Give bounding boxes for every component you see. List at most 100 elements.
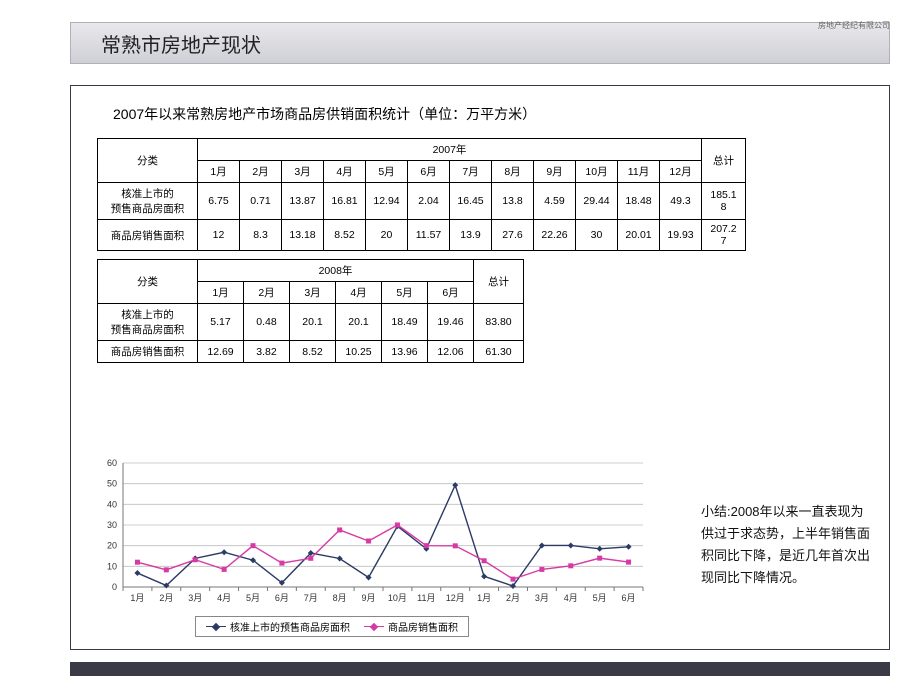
cell: 19.46 — [428, 304, 474, 341]
cell-total: 185.1 8 — [702, 183, 746, 220]
cell: 8.3 — [240, 220, 282, 251]
svg-text:50: 50 — [107, 479, 117, 489]
line-chart: 01020304050601月2月3月4月5月6月7月8月9月10月11月12月… — [85, 459, 655, 614]
legend-item-2: 商品房销售面积 — [364, 619, 458, 634]
col-month: 11月 — [618, 161, 660, 183]
svg-text:7月: 7月 — [304, 593, 318, 603]
col-month: 4月 — [324, 161, 366, 183]
page-title: 常熟市房地产现状 — [71, 29, 261, 58]
legend-line-icon — [206, 626, 226, 627]
cell: 6.75 — [198, 183, 240, 220]
svg-text:10: 10 — [107, 561, 117, 571]
cell: 18.49 — [382, 304, 428, 341]
cell: 0.48 — [244, 304, 290, 341]
cell: 49.3 — [660, 183, 702, 220]
cell: 16.45 — [450, 183, 492, 220]
legend-label: 商品房销售面积 — [388, 619, 458, 634]
col-month: 2月 — [240, 161, 282, 183]
col-total: 总计 — [702, 139, 746, 183]
cell: 20.1 — [336, 304, 382, 341]
svg-text:2月: 2月 — [159, 593, 173, 603]
col-month: 10月 — [576, 161, 618, 183]
cell: 18.48 — [618, 183, 660, 220]
cell: 2.04 — [408, 183, 450, 220]
svg-text:6月: 6月 — [622, 593, 636, 603]
svg-text:11月: 11月 — [417, 593, 435, 603]
slide: 常熟市房地产现状 房地产经纪有限公司 2007年以来常熟房地产市场商品房供销面积… — [0, 0, 920, 690]
cell: 27.6 — [492, 220, 534, 251]
svg-text:6月: 6月 — [275, 593, 289, 603]
col-total: 总计 — [474, 260, 524, 304]
col-month: 9月 — [534, 161, 576, 183]
logo-text: 房地产经纪有限公司 — [810, 20, 890, 50]
cell: 12.06 — [428, 341, 474, 363]
col-category: 分类 — [98, 139, 198, 183]
cell: 20.01 — [618, 220, 660, 251]
table-2008: 分类 2008年 总计 1月2月3月4月5月6月 核准上市的 预售商品房面积5.… — [97, 259, 524, 363]
table-row: 商品房销售面积128.313.188.522011.5713.927.622.2… — [98, 220, 746, 251]
cell: 30 — [576, 220, 618, 251]
legend-line-icon — [364, 626, 384, 627]
cell: 20 — [366, 220, 408, 251]
summary-text: 小结:2008年以来一直表现为供过于求态势，上半年销售面积同比下降，是近几年首次… — [701, 501, 871, 589]
col-month: 6月 — [428, 282, 474, 304]
legend-item-1: 核准上市的预售商品房面积 — [206, 619, 350, 634]
row-label: 商品房销售面积 — [98, 341, 198, 363]
svg-text:3月: 3月 — [535, 593, 549, 603]
chart-container: 01020304050601月2月3月4月5月6月7月8月9月10月11月12月… — [85, 459, 655, 637]
cell: 19.93 — [660, 220, 702, 251]
col-month: 12月 — [660, 161, 702, 183]
col-month: 3月 — [282, 161, 324, 183]
table-2007: 分类 2007年 总计 1月2月3月4月5月6月7月8月9月10月11月12月 … — [97, 138, 746, 251]
col-month: 1月 — [198, 282, 244, 304]
svg-text:5月: 5月 — [593, 593, 607, 603]
row-label: 商品房销售面积 — [98, 220, 198, 251]
col-category: 分类 — [98, 260, 198, 304]
header-bar: 常熟市房地产现状 — [70, 22, 890, 64]
col-month: 6月 — [408, 161, 450, 183]
col-month: 4月 — [336, 282, 382, 304]
cell: 8.52 — [324, 220, 366, 251]
svg-text:30: 30 — [107, 520, 117, 530]
cell-total: 207.2 7 — [702, 220, 746, 251]
cell: 20.1 — [290, 304, 336, 341]
legend-label: 核准上市的预售商品房面积 — [230, 619, 350, 634]
cell: 13.18 — [282, 220, 324, 251]
svg-text:2月: 2月 — [506, 593, 520, 603]
cell: 22.26 — [534, 220, 576, 251]
svg-text:3月: 3月 — [188, 593, 202, 603]
svg-text:8月: 8月 — [333, 593, 347, 603]
col-month: 3月 — [290, 282, 336, 304]
cell: 8.52 — [290, 341, 336, 363]
col-month: 8月 — [492, 161, 534, 183]
table-row: 核准上市的 预售商品房面积6.750.7113.8716.8112.942.04… — [98, 183, 746, 220]
svg-text:4月: 4月 — [564, 593, 578, 603]
cell-total: 83.80 — [474, 304, 524, 341]
col-month: 2月 — [244, 282, 290, 304]
table-row: 商品房销售面积12.693.828.5210.2513.9612.0661.30 — [98, 341, 524, 363]
svg-text:10月: 10月 — [388, 593, 407, 603]
cell: 11.57 — [408, 220, 450, 251]
col-month: 5月 — [382, 282, 428, 304]
col-year: 2007年 — [198, 139, 702, 161]
svg-text:5月: 5月 — [246, 593, 260, 603]
svg-text:1月: 1月 — [477, 593, 491, 603]
cell: 0.71 — [240, 183, 282, 220]
svg-text:40: 40 — [107, 499, 117, 509]
subtitle: 2007年以来常熟房地产市场商品房供销面积统计（单位：万平方米） — [113, 104, 875, 124]
chart-legend: 核准上市的预售商品房面积 商品房销售面积 — [195, 616, 469, 637]
svg-text:1月: 1月 — [130, 593, 144, 603]
cell-total: 61.30 — [474, 341, 524, 363]
svg-text:4月: 4月 — [217, 593, 231, 603]
cell: 16.81 — [324, 183, 366, 220]
cell: 13.9 — [450, 220, 492, 251]
content-panel: 2007年以来常熟房地产市场商品房供销面积统计（单位：万平方米） 分类 2007… — [70, 85, 890, 650]
svg-text:9月: 9月 — [362, 593, 376, 603]
cell: 12.94 — [366, 183, 408, 220]
col-year: 2008年 — [198, 260, 474, 282]
cell: 13.87 — [282, 183, 324, 220]
cell: 4.59 — [534, 183, 576, 220]
row-label: 核准上市的 预售商品房面积 — [98, 183, 198, 220]
col-month: 1月 — [198, 161, 240, 183]
footer-bar — [70, 662, 890, 676]
